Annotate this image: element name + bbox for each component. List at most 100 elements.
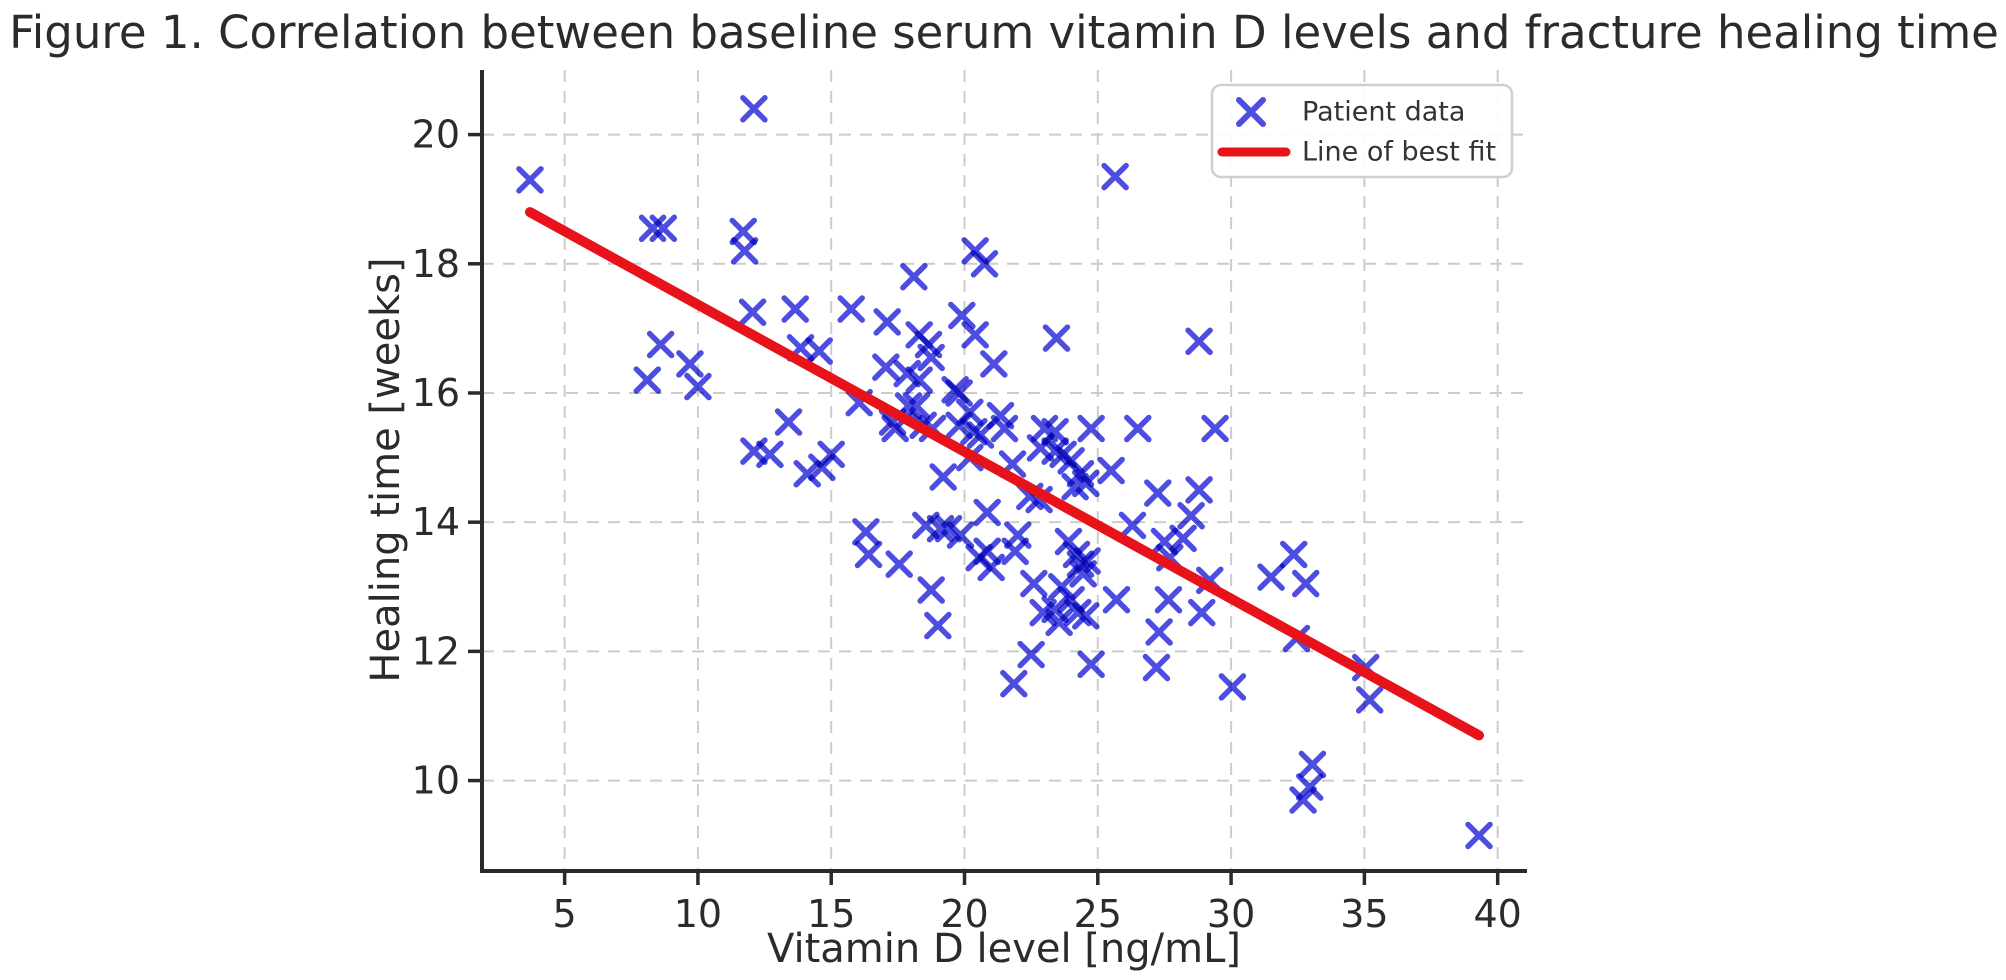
data-point-marker (1169, 524, 1197, 553)
x-tick-label: 20 (940, 892, 988, 936)
x-tick-label: 5 (553, 892, 577, 936)
y-axis-label: Healing time [weeks] (363, 257, 409, 682)
data-point-marker (1289, 786, 1317, 814)
data-point-marker (730, 237, 759, 265)
data-point-marker (1102, 585, 1131, 614)
x-tick-label: 35 (1340, 892, 1388, 936)
data-point-marker (684, 372, 712, 401)
data-point-marker (873, 308, 901, 336)
data-point-marker (926, 514, 955, 543)
data-point-marker (774, 408, 803, 436)
chart-title: Figure 1. Correlation between baseline s… (9, 6, 1999, 59)
data-point-marker (1061, 472, 1089, 501)
data-point-marker (1291, 569, 1320, 598)
legend-label-patient-data: Patient data (1302, 97, 1465, 128)
data-point-marker (1257, 563, 1285, 591)
data-point-marker (1298, 750, 1327, 779)
data-point-marker (1045, 608, 1073, 637)
legend-x-marker-icon (1236, 97, 1266, 127)
y-tick-label: 12 (412, 629, 460, 673)
data-point-marker (805, 337, 833, 365)
data-point-marker (973, 498, 1001, 527)
data-point-marker (1201, 414, 1229, 443)
data-point-marker (1097, 456, 1125, 485)
data-point-marker (1042, 324, 1071, 352)
data-point-marker (1000, 669, 1028, 698)
data-point-marker (854, 540, 883, 569)
data-point-marker (781, 295, 809, 323)
data-point-marker (977, 553, 1005, 582)
data-point-marker (1185, 476, 1213, 504)
axes-layer: 5 10 15 20 25 30 35 40 10 12 14 16 18 20 (412, 70, 1527, 936)
data-point-marker (961, 321, 989, 349)
data-point-marker (1144, 479, 1172, 507)
data-point-marker (740, 95, 768, 123)
data-point-marker (1154, 585, 1183, 614)
data-point-marker (929, 463, 957, 491)
trendline-layer (524, 207, 1485, 741)
data-point-marker (516, 166, 544, 194)
y-tick-label: 14 (412, 500, 460, 544)
data-point-marker (1101, 162, 1129, 191)
data-point-marker (948, 301, 976, 330)
data-point-marker (1118, 511, 1147, 540)
x-tick-label: 15 (807, 892, 855, 936)
data-point-marker (646, 330, 675, 359)
data-point-marker (970, 250, 999, 278)
data-point-marker (1177, 501, 1205, 530)
data-point-marker (1072, 602, 1100, 630)
data-point-marker (1465, 821, 1493, 850)
data-point-marker (1124, 414, 1152, 443)
data-point-marker (738, 298, 767, 326)
data-point-marker (956, 398, 984, 427)
data-point-marker (1001, 537, 1029, 565)
x-tick-label: 40 (1473, 892, 1521, 936)
data-point-marker (817, 440, 845, 469)
y-tick-label: 18 (412, 242, 460, 286)
data-point-marker (1142, 653, 1171, 682)
data-point-marker (1218, 673, 1247, 701)
data-point-marker (649, 214, 678, 243)
data-point-marker (1069, 560, 1097, 588)
data-point-marker (946, 521, 975, 549)
x-tick-label: 10 (674, 892, 722, 936)
data-point-marker (900, 262, 928, 291)
data-point-marker (1029, 598, 1057, 627)
data-point-marker (990, 414, 1019, 443)
data-point-marker (924, 611, 952, 640)
data-point-marker (756, 440, 784, 469)
data-point-marker (837, 295, 865, 323)
data-point-marker (872, 353, 900, 381)
data-point-marker (945, 379, 973, 407)
data-point-marker (638, 214, 667, 243)
best-fit-line (524, 207, 1485, 741)
data-point-marker (1185, 327, 1213, 356)
data-point-marker (1077, 414, 1105, 443)
data-point-marker (1017, 640, 1045, 669)
data-point-marker (676, 350, 704, 378)
x-tick-label: 25 (1074, 892, 1122, 936)
data-point-marker (885, 550, 913, 578)
data-point-marker (1355, 686, 1384, 714)
data-point-marker (1077, 650, 1105, 679)
legend-label-line-of-best-fit: Line of best fit (1302, 137, 1496, 168)
data-point-marker (980, 350, 1008, 378)
x-tick-label: 30 (1207, 892, 1255, 936)
data-point-marker (793, 459, 821, 488)
y-tick-label: 16 (412, 371, 460, 415)
data-point-marker (1020, 569, 1048, 598)
legend: Patient data Line of best fit (1210, 83, 1514, 179)
data-point-marker (633, 366, 662, 394)
data-point-marker (905, 366, 933, 394)
data-point-marker (1145, 618, 1173, 646)
data-point-marker (1188, 598, 1216, 627)
data-point-marker (917, 576, 945, 604)
x-axis-label: Vitamin D level [ng/mL] (767, 926, 1241, 972)
data-point-marker (914, 330, 943, 359)
data-point-marker (902, 392, 931, 420)
data-point-marker (1295, 773, 1324, 801)
data-point-marker (852, 518, 880, 546)
y-tick-label: 10 (412, 759, 460, 803)
y-tick-label: 20 (412, 113, 460, 157)
